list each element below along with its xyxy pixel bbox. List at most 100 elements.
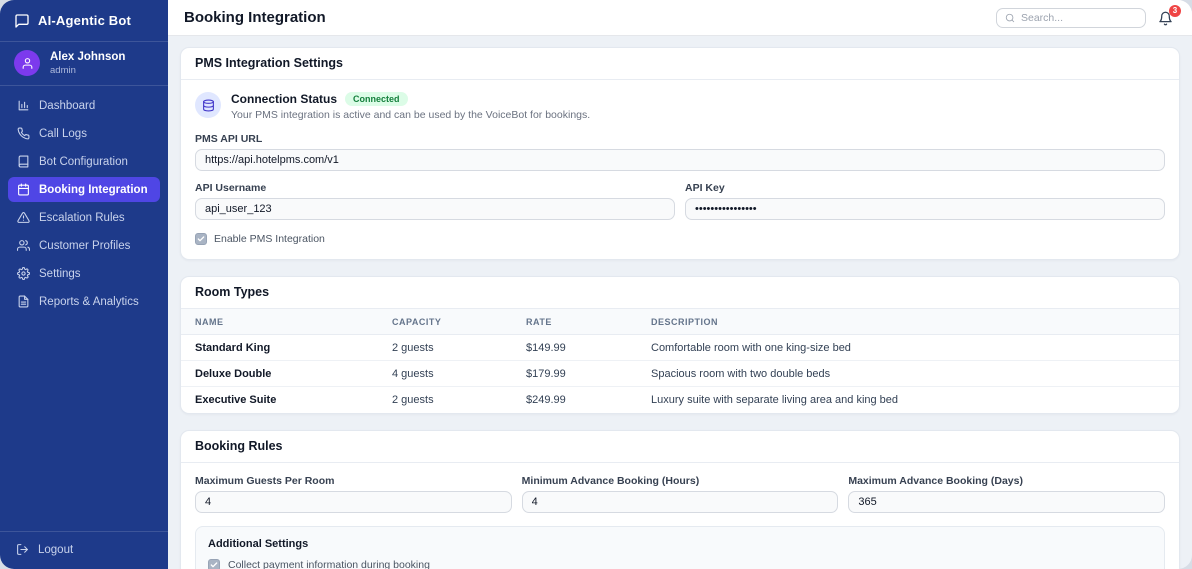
user-role: admin bbox=[50, 64, 76, 76]
sidebar-item-call-logs[interactable]: Call Logs bbox=[8, 121, 160, 146]
max-guests-label: Maximum Guests Per Room bbox=[195, 475, 335, 487]
api-key-label: API Key bbox=[685, 182, 725, 194]
page-title: Booking Integration bbox=[184, 9, 326, 26]
collect-payment-label: Collect payment information during booki… bbox=[228, 559, 430, 569]
sidebar-item-label: Dashboard bbox=[39, 99, 96, 112]
enable-pms-label: Enable PMS Integration bbox=[214, 233, 325, 245]
user-name: Alex Johnson bbox=[50, 51, 126, 64]
file-text-icon bbox=[18, 295, 29, 308]
gear-icon bbox=[17, 267, 30, 280]
sidebar-item-label: Settings bbox=[39, 267, 81, 280]
api-url-input[interactable] bbox=[195, 149, 1165, 171]
connected-badge: Connected bbox=[345, 92, 408, 106]
sidebar-item-booking-integration[interactable]: Booking Integration bbox=[8, 177, 160, 202]
api-key-input[interactable] bbox=[685, 198, 1165, 220]
sidebar-nav: Dashboard Call Logs Bot Configuration Bo… bbox=[0, 86, 168, 317]
content: PMS Integration Settings Connection Stat… bbox=[168, 36, 1192, 569]
api-username-input[interactable] bbox=[195, 198, 675, 220]
column-header-rate: RATE bbox=[526, 316, 552, 327]
app-title: AI-Agentic Bot bbox=[38, 13, 132, 28]
calendar-icon bbox=[18, 183, 29, 196]
room-capacity: 2 guests bbox=[392, 394, 434, 406]
room-name: Standard King bbox=[195, 341, 271, 354]
sidebar-item-dashboard[interactable]: Dashboard bbox=[8, 93, 160, 118]
search-box[interactable] bbox=[996, 7, 1146, 28]
room-name: Executive Suite bbox=[195, 394, 277, 406]
sidebar-item-customer-profiles[interactable]: Customer Profiles bbox=[8, 233, 160, 258]
room-name: Deluxe Double bbox=[195, 367, 272, 380]
users-icon bbox=[17, 240, 30, 251]
api-username-label: API Username bbox=[195, 182, 267, 194]
column-header-capacity: CAPACITY bbox=[392, 316, 442, 327]
search-icon bbox=[1005, 13, 1015, 22]
database-icon bbox=[202, 99, 214, 111]
user-profile: Alex Johnson admin bbox=[0, 42, 168, 86]
room-rate: $249.99 bbox=[526, 394, 566, 406]
logout-label: Logout bbox=[38, 543, 74, 556]
sidebar-item-settings[interactable]: Settings bbox=[8, 261, 160, 286]
main-area: Booking Integration 3 PMS Integration Se… bbox=[168, 0, 1192, 569]
sidebar: AI-Agentic Bot Alex Johnson admin Dashbo… bbox=[0, 0, 168, 569]
enable-pms-checkbox-row[interactable]: Enable PMS Integration bbox=[195, 233, 1165, 245]
message-square-icon bbox=[15, 13, 29, 28]
room-description: Luxury suite with separate living area a… bbox=[651, 394, 899, 406]
topbar: Booking Integration 3 bbox=[168, 0, 1192, 36]
notification-badge: 3 bbox=[1169, 4, 1181, 17]
api-url-label: PMS API URL bbox=[195, 133, 263, 145]
room-capacity: 2 guests bbox=[392, 341, 434, 354]
max-guests-input[interactable] bbox=[195, 491, 512, 513]
logout-icon bbox=[17, 544, 28, 555]
min-advance-hours-label: Minimum Advance Booking (Hours) bbox=[521, 475, 700, 487]
enable-pms-checkbox[interactable] bbox=[195, 233, 207, 245]
sidebar-item-label: Booking Integration bbox=[39, 183, 148, 196]
column-header-name: NAME bbox=[195, 316, 224, 327]
user-icon bbox=[22, 57, 32, 69]
booking-rules-title: Booking Rules bbox=[181, 431, 1179, 463]
max-advance-days-input[interactable] bbox=[848, 491, 1165, 513]
pms-card-title: PMS Integration Settings bbox=[181, 48, 1179, 80]
sidebar-item-bot-configuration[interactable]: Bot Configuration bbox=[8, 149, 160, 174]
sidebar-item-reports-analytics[interactable]: Reports & Analytics bbox=[8, 289, 160, 314]
check-icon bbox=[197, 236, 205, 242]
sidebar-item-label: Customer Profiles bbox=[39, 239, 131, 252]
sidebar-item-label: Call Logs bbox=[39, 127, 87, 140]
room-types-title: Room Types bbox=[181, 277, 1179, 309]
table-row[interactable]: Deluxe Double 4 guests $179.99 Spacious … bbox=[181, 361, 1179, 387]
connection-status-row: Connection Status Connected Your PMS int… bbox=[195, 92, 1165, 121]
max-advance-days-label: Maximum Advance Booking (Days) bbox=[848, 475, 1023, 487]
book-icon bbox=[18, 155, 29, 168]
sidebar-item-label: Bot Configuration bbox=[39, 155, 128, 168]
additional-settings-title: Additional Settings bbox=[208, 538, 309, 550]
bar-chart-icon bbox=[18, 100, 29, 111]
collect-payment-checkbox[interactable] bbox=[208, 559, 220, 569]
sidebar-item-escalation-rules[interactable]: Escalation Rules bbox=[8, 205, 160, 230]
room-rate: $179.99 bbox=[526, 367, 566, 380]
alert-triangle-icon bbox=[17, 212, 30, 223]
room-description: Comfortable room with one king-size bed bbox=[651, 341, 851, 354]
avatar bbox=[14, 50, 40, 76]
connection-status-label: Connection Status bbox=[231, 92, 338, 106]
table-row[interactable]: Executive Suite 2 guests $249.99 Luxury … bbox=[181, 387, 1179, 413]
room-capacity: 4 guests bbox=[392, 367, 434, 380]
table-row[interactable]: Standard King 2 guests $149.99 Comfortab… bbox=[181, 335, 1179, 361]
min-advance-hours-input[interactable] bbox=[521, 491, 839, 513]
pms-integration-card: PMS Integration Settings Connection Stat… bbox=[180, 47, 1180, 260]
room-description: Spacious room with two double beds bbox=[651, 367, 831, 380]
column-header-description: DESCRIPTION bbox=[651, 316, 719, 327]
additional-settings-box: Additional Settings Collect payment info… bbox=[195, 526, 1165, 569]
app-logo: AI-Agentic Bot bbox=[0, 0, 168, 42]
room-types-card: Room Types NAME CAPACITY RATE DESCRIPTIO… bbox=[180, 276, 1180, 414]
check-icon bbox=[210, 562, 218, 568]
notifications-button[interactable]: 3 bbox=[1158, 4, 1181, 27]
room-rate: $149.99 bbox=[526, 341, 566, 354]
bell-icon bbox=[1159, 11, 1172, 25]
sidebar-item-label: Escalation Rules bbox=[39, 211, 125, 224]
collect-payment-option[interactable]: Collect payment information during booki… bbox=[208, 559, 1152, 569]
booking-rules-card: Booking Rules Maximum Guests Per Room Mi… bbox=[180, 430, 1180, 569]
search-input[interactable] bbox=[1021, 11, 1137, 24]
connection-description: Your PMS integration is active and can b… bbox=[231, 109, 591, 121]
phone-icon bbox=[17, 127, 30, 140]
logout-button[interactable]: Logout bbox=[0, 531, 168, 569]
room-types-table-header: NAME CAPACITY RATE DESCRIPTION bbox=[181, 309, 1179, 335]
